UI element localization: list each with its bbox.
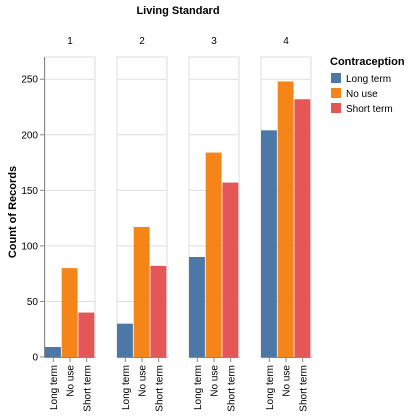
legend-item: Long term: [331, 73, 391, 85]
facet-label: 3: [211, 36, 217, 47]
facet-panel-2: 2 Long term No use Short term: [116, 36, 168, 412]
bar: [150, 265, 167, 357]
bar: [205, 152, 222, 357]
legend-swatch: [331, 88, 341, 98]
legend-item: No use: [331, 88, 378, 100]
x-tick-label: No use: [210, 365, 221, 397]
x-tick-label: Short term: [298, 365, 309, 412]
legend-item: Short term: [331, 103, 393, 115]
y-tick-label: 250: [21, 75, 38, 86]
legend-label: No use: [346, 89, 378, 100]
x-tick-label: Long term: [49, 365, 60, 410]
bar: [222, 182, 239, 357]
y-axis-title: Count of Records: [7, 166, 19, 258]
facet-panel-4: 4 Long term No use Short term: [260, 36, 312, 412]
legend-label: Long term: [346, 74, 391, 85]
y-tick-label: 0: [32, 353, 38, 364]
y-tick-label: 100: [21, 241, 38, 252]
bar: [277, 81, 294, 357]
y-tick-label: 200: [21, 130, 38, 141]
chart-title: Living Standard: [136, 5, 219, 17]
legend: Contraception Long term No use Short term: [330, 56, 405, 115]
legend-swatch: [331, 73, 341, 83]
x-tick-label: Short term: [82, 365, 93, 412]
legend-title: Contraception: [330, 56, 405, 68]
x-tick-label: Short term: [226, 365, 237, 412]
y-tick-label: 150: [21, 186, 38, 197]
facet-label: 4: [283, 36, 289, 47]
bar: [133, 227, 150, 357]
y-tick-label: 50: [27, 297, 39, 308]
x-tick-label: Short term: [154, 365, 165, 412]
x-tick-label: No use: [138, 365, 149, 397]
facets: 1 Long term No use Short term 0 50 100 150 200 25…: [21, 36, 312, 412]
bar: [45, 347, 61, 357]
legend-swatch: [331, 103, 341, 113]
bar: [61, 268, 78, 357]
bar: [189, 257, 205, 357]
legend-label: Short term: [346, 104, 393, 115]
bar: [117, 323, 133, 357]
facet-panel-3: 3 Long term No use Short term: [188, 36, 240, 412]
x-tick-label: Long term: [265, 365, 276, 410]
bar: [294, 99, 311, 357]
bar: [261, 130, 277, 357]
x-tick-label: Long term: [121, 365, 132, 410]
facet-label: 2: [139, 36, 145, 47]
x-tick-label: Long term: [193, 365, 204, 410]
x-tick-label: No use: [66, 365, 77, 397]
facet-panel-1: 1 Long term No use Short term 0 50 100 150 200 25…: [21, 36, 96, 412]
bar: [78, 312, 95, 357]
facet-label: 1: [67, 36, 73, 47]
x-tick-label: No use: [282, 365, 293, 397]
